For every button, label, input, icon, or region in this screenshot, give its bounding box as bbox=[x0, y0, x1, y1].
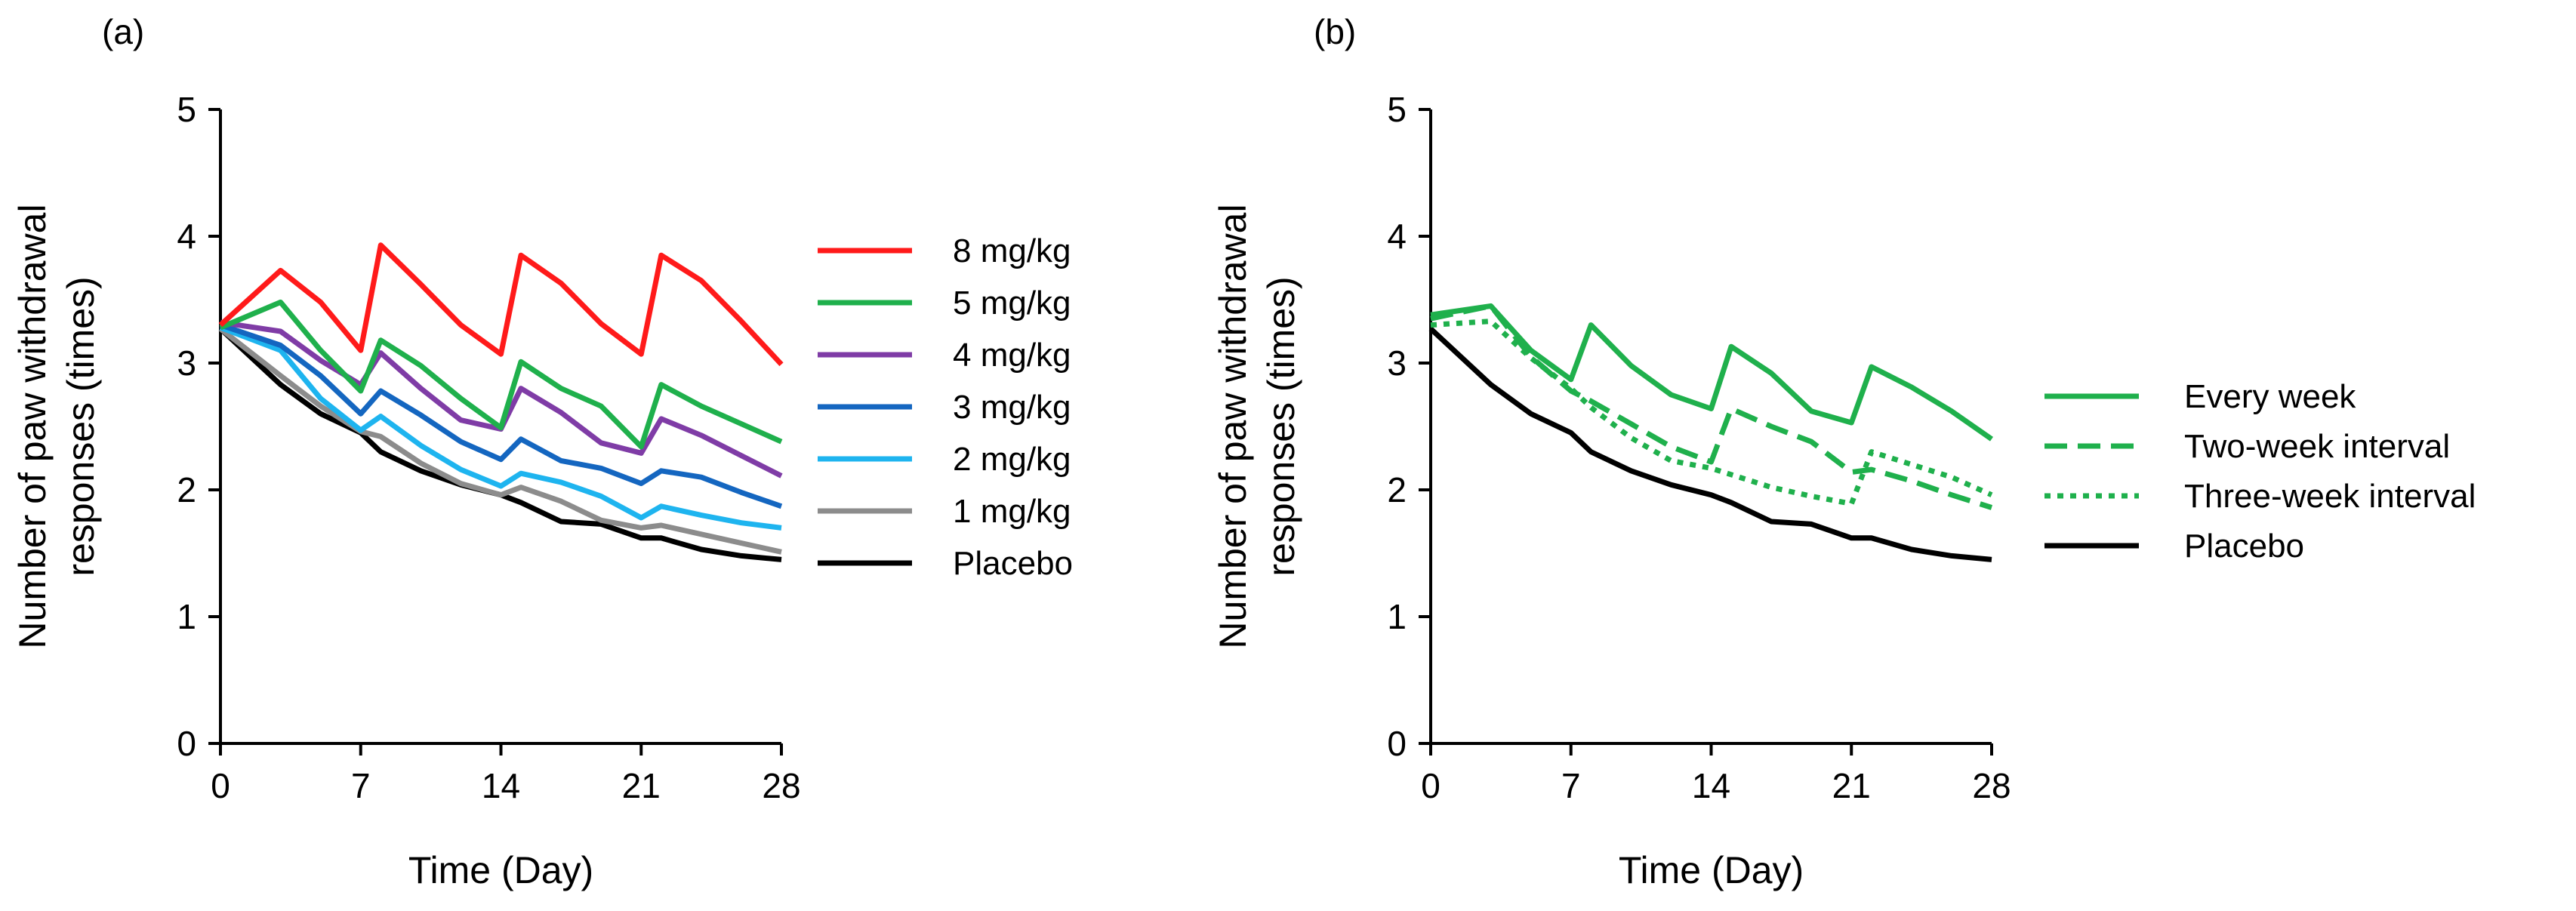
series-line bbox=[1430, 319, 1993, 506]
x-tick-label: 14 bbox=[482, 766, 520, 805]
y-tick-label: 4 bbox=[1387, 217, 1407, 256]
y-axis-label-line: Number of paw withdrawal bbox=[11, 204, 54, 648]
y-axis-label-line: responses (times) bbox=[60, 276, 102, 576]
y-tick-label: 4 bbox=[177, 217, 196, 256]
legend-label: 2 mg/kg bbox=[953, 441, 1071, 478]
legend-label: Three-week interval bbox=[2184, 478, 2476, 515]
legend-label: 1 mg/kg bbox=[953, 493, 1071, 530]
legend-label: 4 mg/kg bbox=[953, 337, 1071, 374]
y-tick-label: 0 bbox=[1387, 724, 1407, 763]
x-axis-label: Time (Day) bbox=[1619, 849, 1804, 891]
x-tick-label: 21 bbox=[1832, 766, 1871, 805]
y-axis-label-line: responses (times) bbox=[1260, 276, 1302, 576]
legend-label: Every week bbox=[2184, 378, 2356, 415]
y-tick-label: 1 bbox=[177, 597, 196, 636]
legend-label: 8 mg/kg bbox=[953, 232, 1071, 269]
y-tick-label: 5 bbox=[1387, 90, 1407, 129]
y-tick-label: 2 bbox=[177, 470, 196, 509]
y-tick-label: 3 bbox=[1387, 343, 1407, 383]
panel-label: (b) bbox=[1314, 12, 1356, 51]
x-tick-label: 0 bbox=[1421, 766, 1441, 805]
x-tick-label: 7 bbox=[351, 766, 371, 805]
legend-label: Two-week interval bbox=[2184, 428, 2450, 465]
legend-label: 5 mg/kg bbox=[953, 285, 1071, 322]
series-line bbox=[219, 299, 783, 450]
y-axis-label-line: Number of paw withdrawal bbox=[1212, 204, 1254, 648]
series-line bbox=[1428, 327, 1992, 562]
x-tick-label: 0 bbox=[211, 766, 230, 805]
panel-b: (b) 0 1 2 3 4 5 0 7 14 21 28 Time (Day) Number of paw… bbox=[1212, 12, 2476, 891]
panel-a: (a) 0 1 2 3 4 5 0 7 14 21 28 Time (Day) Number of paw… bbox=[11, 12, 1073, 891]
series-line bbox=[218, 326, 782, 555]
series-line bbox=[1430, 303, 1994, 442]
series-line bbox=[218, 327, 782, 562]
series-line bbox=[1430, 303, 1993, 510]
x-tick-label: 28 bbox=[762, 766, 800, 805]
x-tick-label: 14 bbox=[1692, 766, 1730, 805]
x-tick-label: 28 bbox=[1972, 766, 2011, 805]
legend-label: 3 mg/kg bbox=[953, 389, 1071, 426]
y-tick-label: 3 bbox=[177, 343, 196, 383]
legend-label: Placebo bbox=[953, 545, 1073, 582]
x-tick-label: 21 bbox=[622, 766, 661, 805]
y-tick-label: 0 bbox=[177, 724, 196, 763]
x-tick-label: 7 bbox=[1561, 766, 1581, 805]
y-tick-label: 1 bbox=[1387, 597, 1407, 636]
y-tick-label: 2 bbox=[1387, 470, 1407, 509]
panel-label: (a) bbox=[102, 12, 144, 51]
series-line bbox=[219, 322, 783, 509]
series-line bbox=[219, 325, 782, 531]
y-tick-label: 5 bbox=[177, 90, 196, 129]
series-line bbox=[218, 242, 784, 367]
x-axis-label: Time (Day) bbox=[408, 849, 593, 891]
legend-label: Placebo bbox=[2184, 528, 2304, 565]
